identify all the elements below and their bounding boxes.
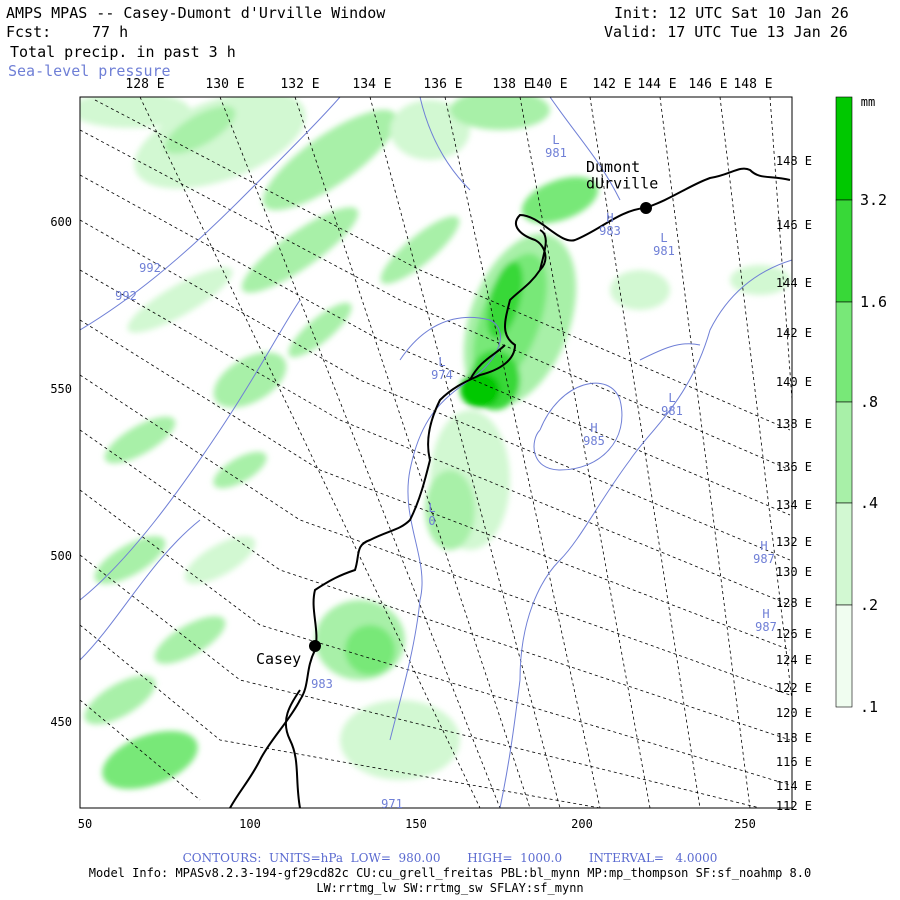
precip-shading (80, 97, 790, 790)
right-longitude-label: 114 E (776, 779, 812, 793)
right-longitude-label: 146 E (776, 218, 812, 232)
y-axis-tick-label: 550 (50, 382, 72, 396)
forecast-label: Fcst: (6, 23, 52, 41)
right-longitude-labels: 148 E 146 E 144 E 142 E 140 E 138 E 136 E 134 E… (776, 154, 812, 813)
model-info: Model Info: MPASv8.2.3-194-gf29cd82c CU:… (88, 866, 812, 880)
colorbar-segment (835, 401, 853, 504)
y-axis-tick-label: 600 (50, 215, 72, 229)
colorbar-segment (835, 301, 853, 403)
dumont-durville-station-marker (640, 202, 652, 214)
colorbar-unit: mm (861, 95, 875, 109)
top-longitude-label: 134 E (352, 77, 391, 92)
right-longitude-label: 144 E (776, 276, 812, 290)
colorbar-label: .8 (860, 393, 878, 411)
contour-info: CONTOURS: UNITS=hPa LOW= 980.00 HIGH= 10… (182, 851, 718, 865)
pressure-label: H 987 (755, 607, 777, 634)
plot-border (79, 96, 793, 809)
valid-time: Valid: 17 UTC Tue 13 Jan 26 (604, 23, 848, 41)
station-label: Dumont dUrville (586, 158, 658, 193)
graticule (80, 97, 792, 808)
pressure-contours (80, 97, 792, 808)
top-longitude-label: 142 E (592, 77, 631, 92)
top-longitude-label: 128 E (125, 77, 164, 92)
pressure-label: H 987 (753, 539, 775, 566)
top-longitude-label: 132 E (280, 77, 319, 92)
colorbar-segment (835, 604, 853, 708)
colorbar-label: .1 (860, 698, 878, 716)
contour-field-name: Sea-level pressure (8, 62, 171, 80)
right-longitude-label: 132 E (776, 535, 812, 549)
casey-station-marker (309, 640, 321, 652)
field-name: Total precip. in past 3 h (10, 43, 236, 61)
station-label: Casey (256, 650, 301, 668)
model-info-physics: LW:rrtmg_lw SW:rrtmg_sw SFLAY:sf_mynn (316, 881, 584, 895)
init-time: Init: 12 UTC Sat 10 Jan 26 (614, 4, 849, 22)
map-title: AMPS MPAS -- Casey-Dumont d'Urville Wind… (6, 4, 386, 22)
top-longitude-label: 130 E (205, 77, 244, 92)
right-longitude-label: 126 E (776, 627, 812, 641)
top-longitude-label: 146 E (688, 77, 727, 92)
x-axis-tick-label: 250 (734, 817, 756, 831)
pressure-label: 992 (139, 261, 161, 275)
x-axis-tick-label: 200 (571, 817, 593, 831)
top-longitude-label: 136 E (423, 77, 462, 92)
x-axis-tick-label: 100 (239, 817, 261, 831)
top-longitude-label: 138 E (492, 77, 531, 92)
right-longitude-label: 136 E (776, 460, 812, 474)
pressure-label: L 974 (431, 355, 453, 382)
right-longitude-label: 112 E (776, 799, 812, 813)
colorbar-segment (835, 96, 853, 201)
right-longitude-label: 120 E (776, 706, 812, 720)
colorbar-label: .4 (860, 494, 878, 512)
colorbar-segment (835, 199, 853, 303)
pressure-label: L 981 (661, 391, 683, 418)
right-longitude-label: 116 E (776, 755, 812, 769)
y-axis-ticks: 600 550 500 450 (50, 215, 72, 729)
forecast-hours: 77 h (92, 23, 129, 41)
colorbar-label: 1.6 (860, 293, 887, 311)
pressure-label: L 981 (653, 231, 675, 258)
x-axis-tick-label: 150 (405, 817, 427, 831)
pressure-label: 992 (115, 289, 137, 303)
pressure-label: 983 (311, 677, 333, 691)
top-longitude-label: 148 E (733, 77, 772, 92)
pressure-label: L 981 (545, 133, 567, 160)
right-longitude-label: 134 E (776, 498, 812, 512)
station-labels: Casey Dumont dUrville (256, 158, 658, 668)
right-longitude-label: 142 E (776, 326, 812, 340)
pressure-label: H 985 (583, 421, 605, 448)
right-longitude-label: 128 E (776, 596, 812, 610)
right-longitude-label: 122 E (776, 681, 812, 695)
x-axis-ticks: 50 100 150 200 250 (78, 817, 756, 831)
colorbar-label: .2 (860, 596, 878, 614)
pressure-label: H 983 (599, 211, 621, 238)
top-longitude-label: 140 E (528, 77, 567, 92)
right-longitude-label: 148 E (776, 154, 812, 168)
coastline (229, 167, 791, 808)
right-longitude-label: 130 E (776, 565, 812, 579)
x-axis-tick-label: 50 (78, 817, 92, 831)
y-axis-tick-label: 450 (50, 715, 72, 729)
colorbar-segment (835, 502, 853, 606)
y-axis-tick-label: 500 (50, 549, 72, 563)
right-longitude-label: 138 E (776, 417, 812, 431)
pressure-label: 971 (381, 797, 403, 811)
right-longitude-label: 118 E (776, 731, 812, 745)
right-longitude-label: 140 E (776, 375, 812, 389)
colorbar: 3.2 1.6 .8 .4 .2 .1 (835, 96, 887, 716)
colorbar-label: 3.2 (860, 191, 887, 209)
top-longitude-label: 144 E (637, 77, 676, 92)
right-longitude-label: 124 E (776, 653, 812, 667)
